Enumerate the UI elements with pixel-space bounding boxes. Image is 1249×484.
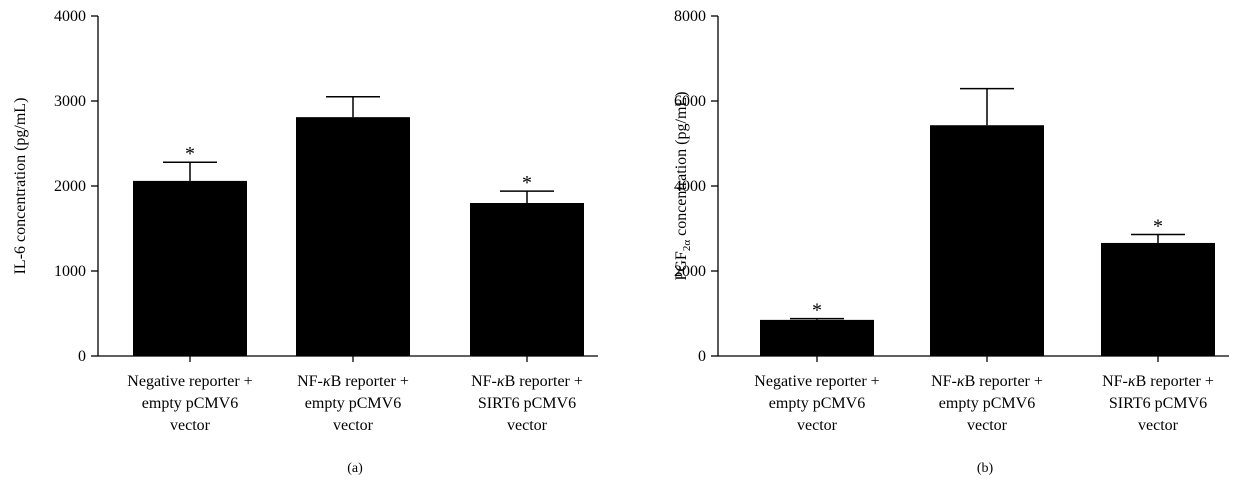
bar	[296, 117, 410, 357]
y-tick-label: 1000	[54, 263, 86, 280]
y-tick-label: 4000	[674, 178, 706, 195]
chart-panel-a: 0 1000 2000 3000 4000 IL-6 concentration (pg/…	[12, 8, 598, 476]
y-tick-label: 0	[698, 348, 706, 365]
bar	[930, 125, 1044, 356]
x-category-label: SIRT6 pCMV6	[1109, 395, 1207, 412]
x-category-label: empty pCMV6	[305, 395, 401, 412]
bar	[1101, 242, 1215, 356]
y-tick-label: 2000	[674, 263, 706, 280]
bar	[133, 180, 247, 356]
significance-marker: *	[1153, 215, 1163, 237]
y-tick-label: 6000	[674, 93, 706, 110]
x-category-label: vector	[1138, 417, 1179, 434]
bar	[470, 203, 584, 356]
x-category-label: empty pCMV6	[142, 395, 238, 412]
significance-marker: *	[522, 172, 532, 194]
x-category-label: vector	[797, 417, 838, 434]
x-category-label: vector	[170, 417, 211, 434]
chart-panel-b: 0 2000 4000 6000 8000 PGF2α concentration (pg…	[673, 8, 1229, 476]
x-category-label: vector	[333, 417, 374, 434]
y-tick-label: 4000	[54, 8, 86, 25]
significance-marker: *	[812, 300, 822, 322]
x-category-label: empty pCMV6	[769, 395, 865, 412]
y-axis-label: IL-6 concentration (pg/mL)	[12, 98, 29, 275]
y-tick-label: 3000	[54, 93, 86, 110]
x-category-label: Negative reporter +	[754, 373, 879, 390]
x-category-label: vector	[507, 417, 548, 434]
y-tick-label: 0	[78, 348, 86, 365]
x-category-label: Negative reporter +	[127, 373, 252, 390]
x-category-label: NF-κB reporter +	[1102, 373, 1214, 390]
x-category-label: NF-κB reporter +	[931, 373, 1043, 390]
panel-label: (b)	[977, 461, 994, 476]
x-category-label: SIRT6 pCMV6	[478, 395, 576, 412]
x-category-label: NF-κB reporter +	[297, 373, 409, 390]
y-axis-label: PGF2α concentration (pg/mL)	[673, 91, 693, 280]
bar	[760, 319, 874, 356]
x-category-label: empty pCMV6	[939, 395, 1035, 412]
x-category-label: vector	[967, 417, 1008, 434]
y-tick-label: 8000	[674, 8, 706, 25]
y-tick-label: 2000	[54, 178, 86, 195]
significance-marker: *	[185, 143, 195, 165]
panel-label: (a)	[347, 461, 363, 476]
x-category-label: NF-κB reporter +	[471, 373, 583, 390]
